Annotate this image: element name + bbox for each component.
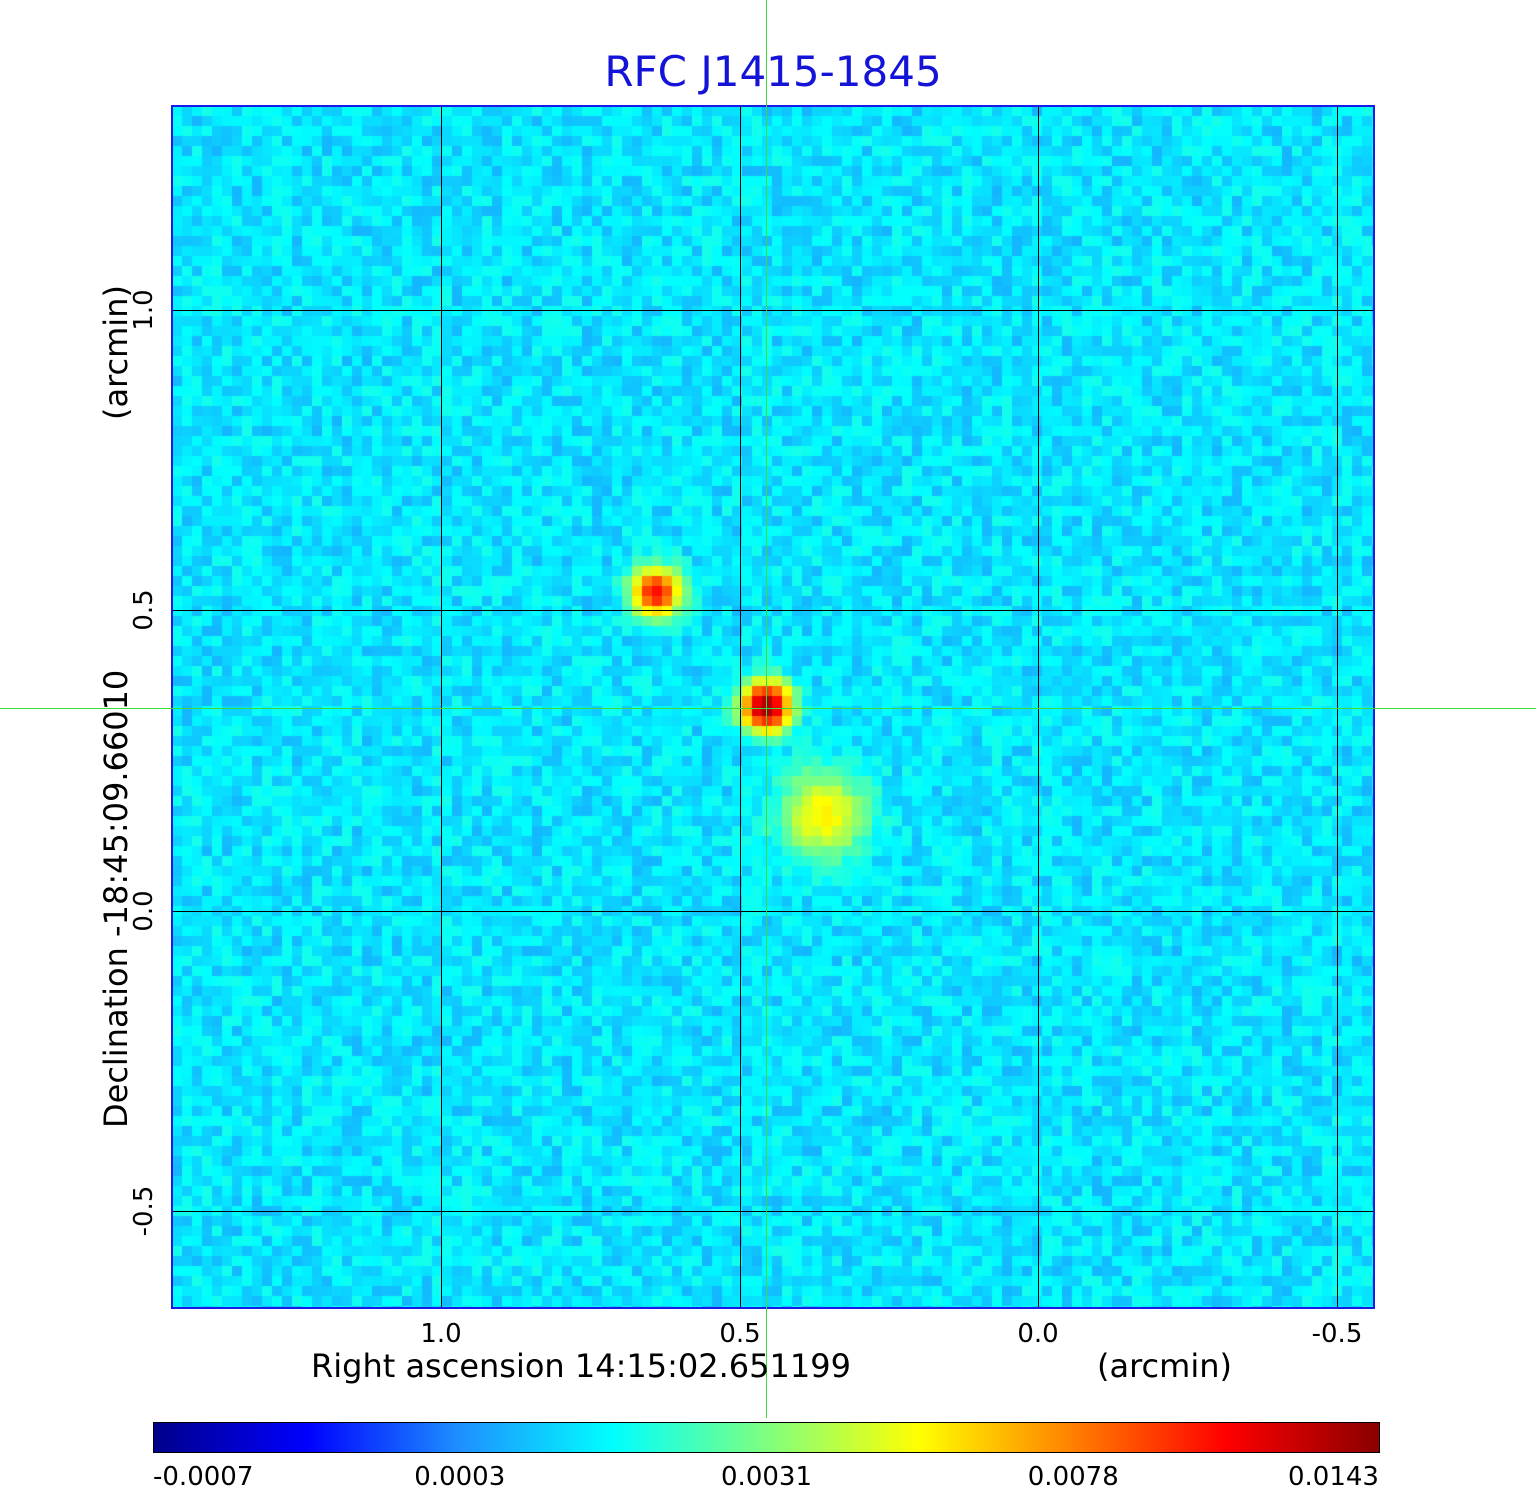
y-axis-label: Declination -18:45:09.66010 xyxy=(97,669,135,1128)
x-axis-label: Right ascension 14:15:02.651199 xyxy=(311,1347,851,1385)
x-tick-label: 0.0 xyxy=(1017,1319,1059,1349)
y-axis-unit: (arcmin) xyxy=(97,285,135,420)
y-tick-label: -0.5 xyxy=(129,1185,159,1237)
colorbar xyxy=(153,1422,1380,1453)
x-tick-label: 0.5 xyxy=(719,1319,761,1349)
colorbar-tick-label: 0.0003 xyxy=(414,1462,506,1492)
chart-title: RFC J1415-1845 xyxy=(604,47,942,96)
heatmap-image[interactable] xyxy=(172,106,1373,1307)
x-tick-label: -0.5 xyxy=(1311,1319,1363,1349)
x-axis-unit: (arcmin) xyxy=(1097,1347,1232,1385)
colorbar-tick-label: 0.0031 xyxy=(721,1462,812,1492)
y-tick-label: 0.5 xyxy=(129,589,159,631)
colorbar-tick-label: -0.0007 xyxy=(153,1462,254,1492)
colorbar-tick-label: 0.0143 xyxy=(1288,1462,1379,1492)
x-tick-label: 1.0 xyxy=(420,1319,462,1349)
heatmap-canvas xyxy=(172,106,1373,1307)
colorbar-tick-label: 0.0078 xyxy=(1027,1462,1119,1492)
